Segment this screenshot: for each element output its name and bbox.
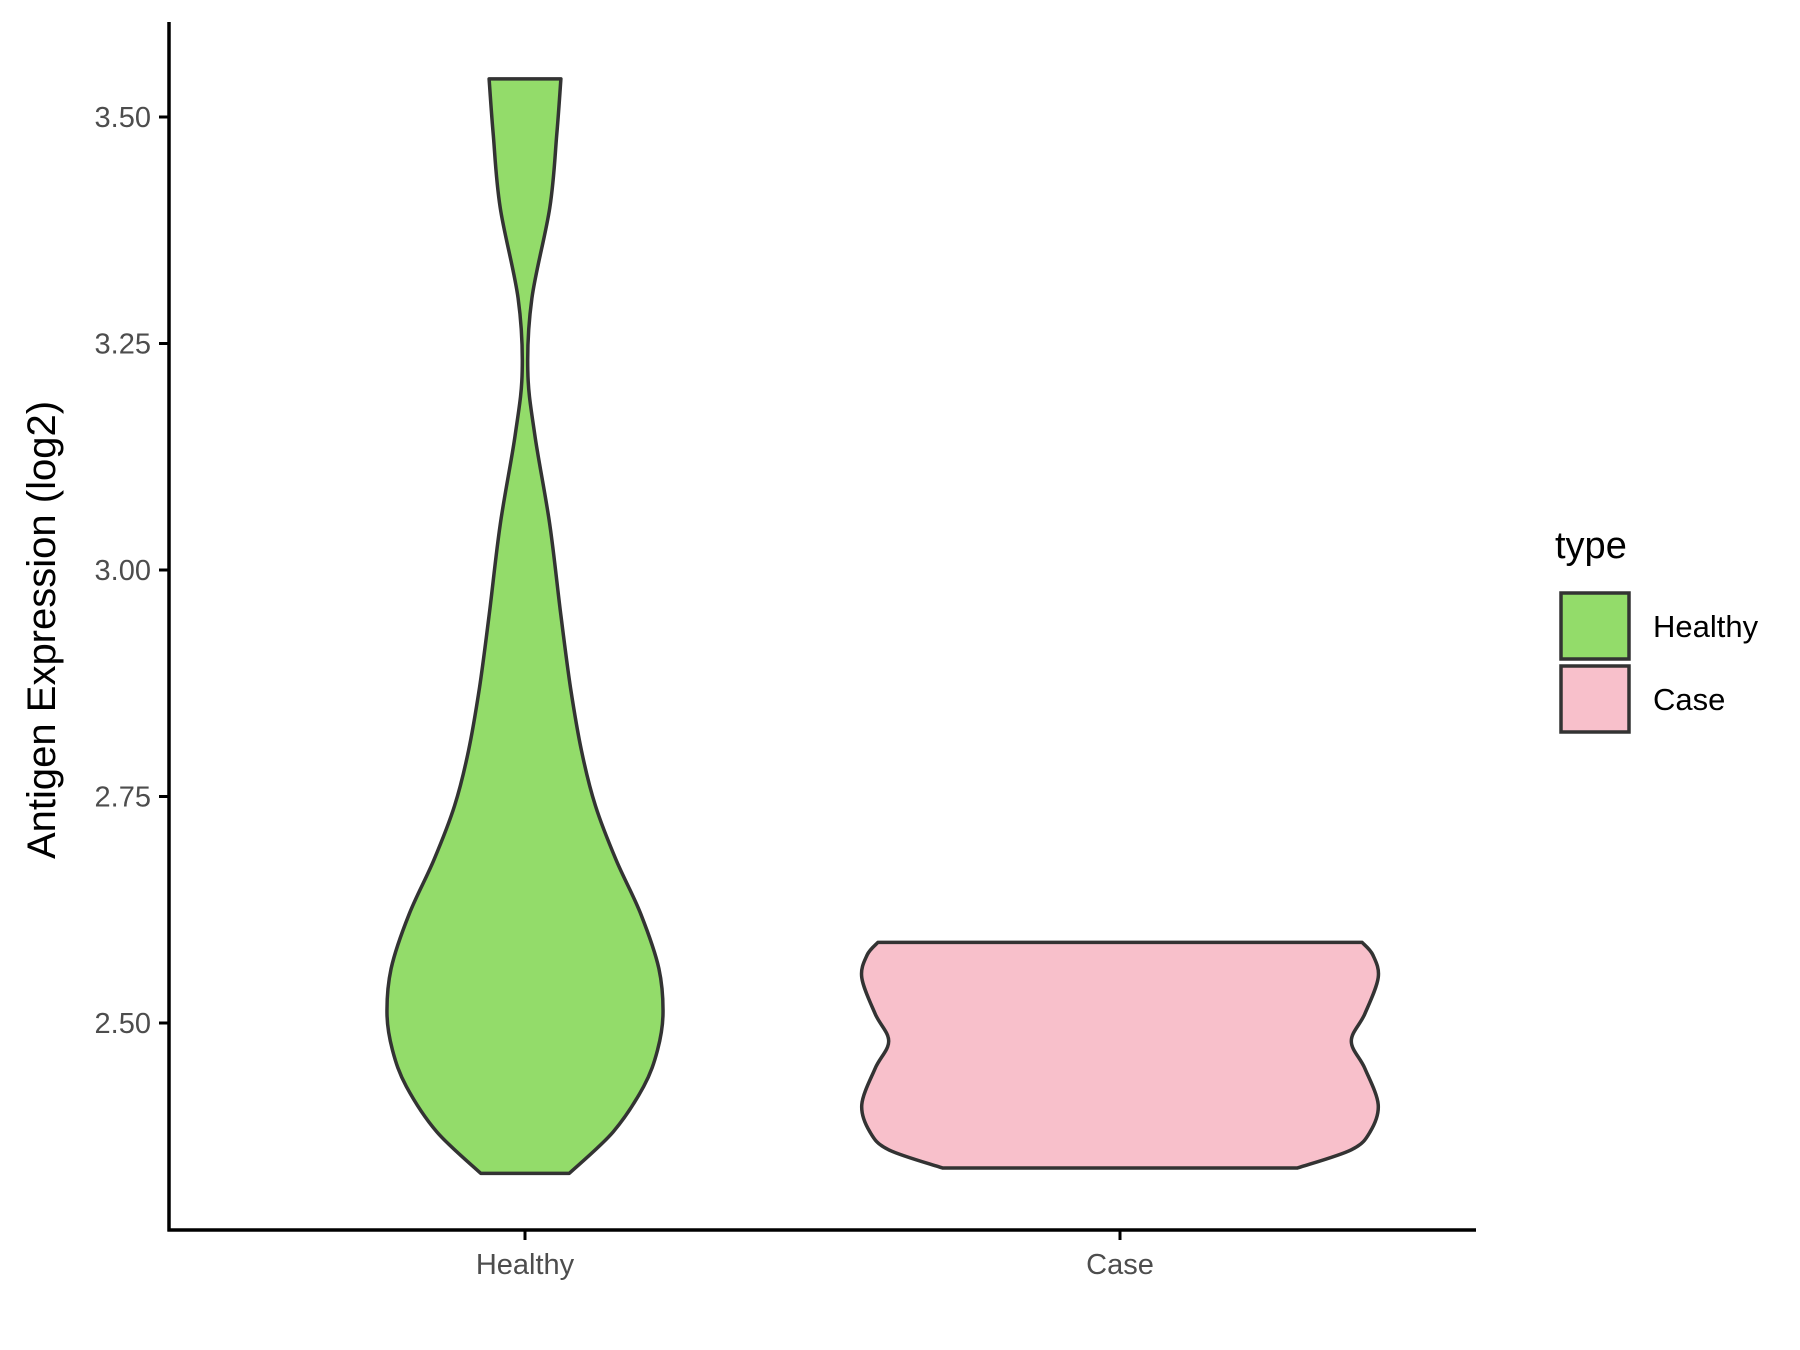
- plot-area: [385, 77, 1381, 1176]
- violin-healthy: [385, 77, 665, 1176]
- legend: type Healthy Case: [1555, 525, 1759, 734]
- legend-title: type: [1555, 525, 1627, 567]
- legend-swatch-healthy: [1559, 591, 1631, 661]
- y-axis-title: Antigen Expression (log2): [20, 401, 64, 859]
- x-tick-label: Case: [1086, 1249, 1154, 1281]
- axes: [167, 22, 1476, 1232]
- legend-label-case: Case: [1653, 682, 1725, 717]
- y-tick-label: 3.50: [95, 102, 151, 134]
- violin-case: [859, 940, 1381, 1170]
- legend-swatch-case: [1559, 664, 1631, 734]
- y-tick-label: 3.00: [95, 555, 151, 587]
- y-axis-ticks: 2.50 2.75 3.00 3.25 3.50: [95, 102, 169, 1040]
- x-axis-ticks: Healthy Case: [476, 1230, 1154, 1281]
- y-tick-label: 2.50: [95, 1008, 151, 1040]
- legend-label-healthy: Healthy: [1653, 609, 1759, 644]
- x-tick-label: Healthy: [476, 1249, 575, 1281]
- y-tick-label: 2.75: [95, 782, 151, 814]
- legend-entries: Healthy Case: [1559, 591, 1759, 734]
- y-tick-label: 3.25: [95, 329, 151, 361]
